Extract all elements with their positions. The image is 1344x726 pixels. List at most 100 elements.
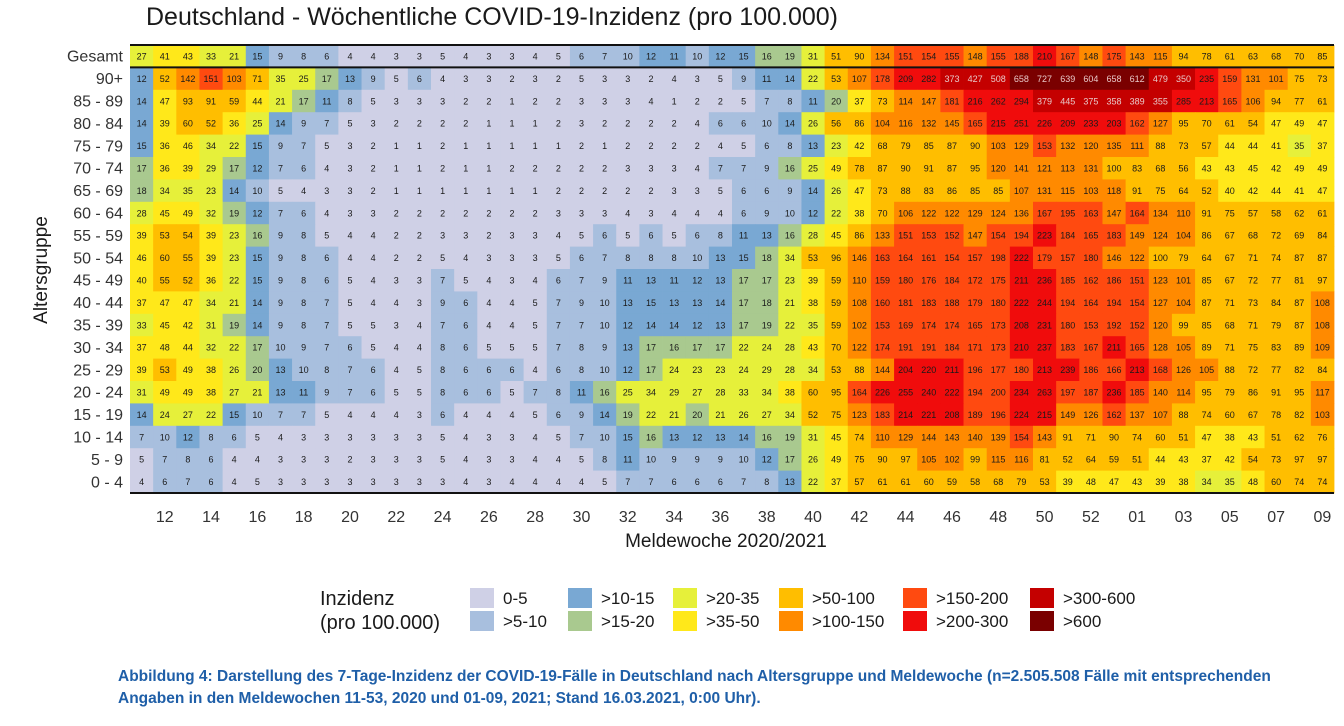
heatmap-cell (986, 201, 1011, 225)
cell-value: 3 (533, 74, 538, 84)
heatmap-cell (616, 179, 640, 203)
heatmap-cell (1171, 45, 1196, 68)
cell-value: 87 (1317, 253, 1327, 263)
heatmap-cell (824, 403, 849, 427)
heatmap-cell (986, 403, 1011, 427)
cell-value: 46 (137, 253, 147, 263)
heatmap-cell (685, 448, 710, 471)
cell-value: 114 (1176, 388, 1190, 398)
heatmap-cell (1171, 336, 1196, 359)
heatmap-cell (894, 403, 918, 427)
heatmap-cell (685, 358, 710, 382)
cell-value: 44 (1225, 141, 1235, 151)
heatmap-cell (1079, 89, 1103, 113)
cell-value: 2 (417, 231, 422, 241)
heatmap-cell (1310, 89, 1335, 113)
heatmap-cell (1148, 45, 1173, 68)
cell-value: 9 (764, 164, 769, 174)
heatmap-cell (431, 112, 455, 135)
heatmap-cell (708, 336, 733, 359)
heatmap-cell (1241, 45, 1265, 68)
heatmap-cell (1102, 112, 1127, 135)
cell-value: 126 (1176, 365, 1191, 375)
heatmap-cell (454, 179, 478, 203)
heatmap-cell (245, 336, 270, 359)
heatmap-cell (1102, 336, 1127, 359)
heatmap-cell (986, 425, 1011, 449)
cell-value: 94 (1271, 96, 1281, 106)
cell-value: 16 (252, 231, 262, 241)
heatmap-cell (662, 448, 687, 471)
heatmap-cell (130, 246, 154, 270)
heatmap-cell (454, 448, 478, 471)
cell-value: 1 (463, 141, 468, 151)
cell-value: 53 (160, 365, 170, 375)
cell-value: 53 (831, 365, 841, 375)
heatmap-cell (546, 336, 571, 359)
cell-value: 4 (139, 477, 144, 487)
heatmap-cell (685, 45, 710, 68)
heatmap-cell (1125, 403, 1150, 427)
cell-value: 116 (898, 119, 912, 129)
cell-value: 22 (229, 141, 239, 151)
cell-value: 5 (371, 320, 376, 330)
heatmap-cell (292, 45, 316, 68)
cell-value: 197 (1060, 388, 1075, 398)
heatmap-cell (176, 246, 200, 270)
cell-value: 9 (718, 455, 723, 465)
cell-value: 151 (1130, 276, 1145, 286)
legend-label: >300-600 (1063, 589, 1135, 608)
heatmap-cell (268, 179, 293, 203)
heatmap-cell (338, 134, 362, 158)
cell-value: 7 (741, 164, 746, 174)
heatmap-cell (662, 157, 687, 180)
heatmap-cell (315, 179, 339, 203)
cell-value: 24 (160, 410, 170, 420)
heatmap-cell (315, 336, 339, 359)
heatmap-cell (477, 45, 501, 68)
heatmap-cell (199, 246, 224, 270)
heatmap-cell (546, 448, 571, 471)
heatmap-cell (1009, 246, 1034, 270)
cell-value: 12 (623, 365, 633, 375)
heatmap-cell (1218, 179, 1242, 203)
cell-value: 6 (371, 388, 376, 398)
cell-value: 106 (898, 208, 913, 218)
cell-value: 180 (991, 298, 1006, 308)
heatmap-cell (1033, 381, 1057, 404)
cell-value: 3 (324, 477, 329, 487)
heatmap-cell (986, 448, 1011, 471)
heatmap-cell (153, 201, 177, 225)
heatmap-cell (1102, 246, 1127, 270)
heatmap-cell (1056, 381, 1080, 404)
cell-value: 3 (417, 410, 422, 420)
heatmap-cell (755, 246, 779, 270)
heatmap-cell (292, 157, 316, 180)
x-tick-label: 16 (248, 509, 266, 526)
cell-value: 11 (577, 388, 586, 398)
heatmap-cell (639, 358, 663, 382)
heatmap-cell (778, 425, 802, 449)
heatmap-cell (801, 291, 826, 315)
cell-value: 6 (463, 365, 468, 375)
cell-value: 28 (137, 208, 147, 218)
cell-value: 22 (831, 208, 841, 218)
cell-value: 35 (275, 74, 285, 84)
heatmap-cell (1056, 403, 1080, 427)
heatmap-cell (407, 112, 432, 135)
cell-value: 49 (1294, 119, 1304, 129)
heatmap-cell (732, 291, 756, 315)
cell-value: 123 (852, 410, 867, 420)
cell-value: 59 (831, 320, 841, 330)
cell-value: 14 (137, 410, 147, 420)
heatmap-cell (940, 201, 964, 225)
heatmap-cell (315, 425, 339, 449)
cell-value: 7 (648, 477, 653, 487)
cell-value: 3 (510, 253, 515, 263)
cell-value: 91 (1271, 388, 1281, 398)
cell-value: 3 (278, 477, 283, 487)
cell-value: 12 (762, 455, 772, 465)
heatmap-cell (1079, 448, 1103, 471)
cell-value: 3 (579, 208, 584, 218)
heatmap-cell (199, 291, 224, 315)
